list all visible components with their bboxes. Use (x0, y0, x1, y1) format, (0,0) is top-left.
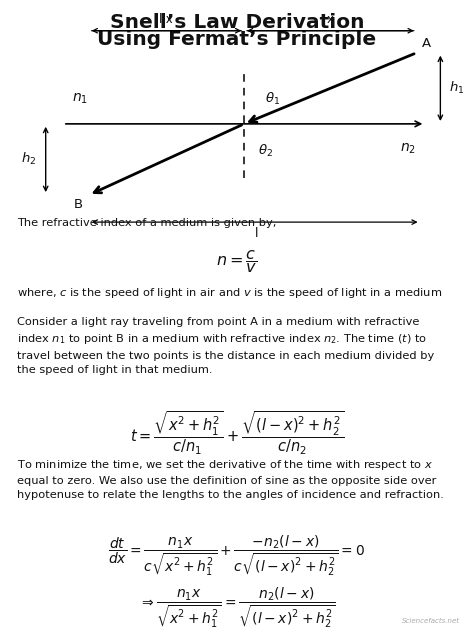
Text: $h_1$: $h_1$ (449, 80, 465, 96)
Text: $n_2$: $n_2$ (400, 142, 416, 157)
Text: where, $c$ is the speed of light in air and $v$ is the speed of light in a mediu: where, $c$ is the speed of light in air … (17, 286, 442, 300)
Text: $\dfrac{dt}{dx} = \dfrac{n_1 x}{c\sqrt{x^2 + h_1^2}} + \dfrac{-n_2(l - x)}{c\sqr: $\dfrac{dt}{dx} = \dfrac{n_1 x}{c\sqrt{x… (109, 533, 365, 577)
Text: Using Fermat’s Principle: Using Fermat’s Principle (98, 30, 376, 49)
Text: The refractive index of a medium is given by,: The refractive index of a medium is give… (17, 218, 276, 228)
Text: B: B (74, 198, 83, 210)
Text: $\theta_2$: $\theta_2$ (258, 143, 273, 159)
Text: $h_2$: $h_2$ (21, 152, 36, 167)
Text: $t = \dfrac{\sqrt{x^2 + h_1^2}}{c/n_1} + \dfrac{\sqrt{(l-x)^2 + h_2^2}}{c/n_2}$: $t = \dfrac{\sqrt{x^2 + h_1^2}}{c/n_1} +… (130, 410, 344, 458)
Text: x: x (327, 13, 334, 26)
Text: Sciencefacts.net: Sciencefacts.net (402, 619, 460, 624)
Text: l-x: l-x (159, 13, 174, 26)
Text: A: A (422, 37, 431, 50)
Text: To minimize the time, we set the derivative of the time with respect to $x$
equa: To minimize the time, we set the derivat… (17, 458, 444, 501)
Text: l: l (255, 227, 259, 240)
Text: Consider a light ray traveling from point A in a medium with refractive
index $n: Consider a light ray traveling from poin… (17, 317, 434, 375)
Text: $n = \dfrac{c}{v}$: $n = \dfrac{c}{v}$ (216, 248, 258, 276)
Text: $\Rightarrow \dfrac{n_1 x}{\sqrt{x^2 + h_1^2}} = \dfrac{n_2(l - x)}{\sqrt{(l-x)^: $\Rightarrow \dfrac{n_1 x}{\sqrt{x^2 + h… (139, 585, 335, 629)
Text: $n_1$: $n_1$ (72, 91, 88, 106)
Text: Snell’s Law Derivation: Snell’s Law Derivation (110, 13, 364, 32)
Text: $\theta_1$: $\theta_1$ (265, 90, 281, 107)
